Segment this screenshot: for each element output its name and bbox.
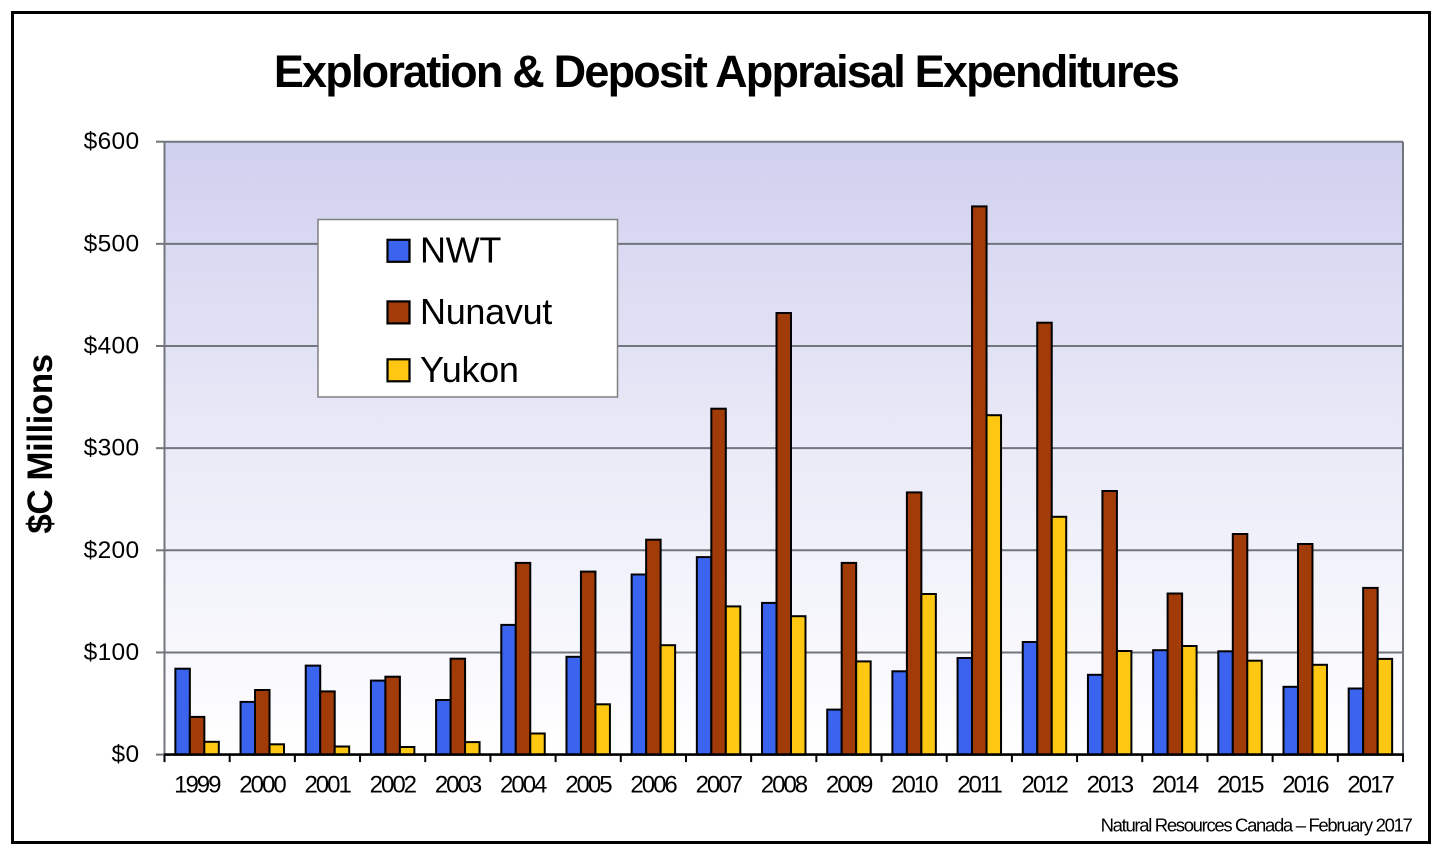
svg-text:$300: $300 [84, 435, 140, 462]
svg-text:Exploration & Deposit Appraisa: Exploration & Deposit Appraisal Expendit… [274, 46, 1179, 97]
svg-text:$0: $0 [112, 741, 140, 768]
svg-text:NWT: NWT [420, 229, 501, 270]
svg-text:$100: $100 [84, 639, 140, 666]
svg-text:$200: $200 [84, 537, 140, 564]
svg-text:Nunavut: Nunavut [420, 291, 552, 332]
svg-text:$500: $500 [84, 230, 140, 257]
svg-text:2007: 2007 [696, 772, 743, 799]
svg-text:2006: 2006 [630, 772, 677, 799]
svg-text:2017: 2017 [1347, 772, 1394, 799]
svg-text:2014: 2014 [1152, 772, 1199, 799]
svg-text:2013: 2013 [1087, 772, 1134, 799]
svg-text:2004: 2004 [500, 772, 547, 799]
svg-text:2008: 2008 [761, 772, 808, 799]
svg-text:$C Millions: $C Millions [21, 354, 60, 533]
svg-text:2005: 2005 [565, 772, 612, 799]
svg-text:2003: 2003 [435, 772, 482, 799]
svg-text:Natural Resources Canada – Feb: Natural Resources Canada – February 2017 [1101, 815, 1413, 836]
svg-text:2012: 2012 [1021, 772, 1068, 799]
svg-text:1999: 1999 [174, 772, 221, 799]
svg-text:2010: 2010 [891, 772, 938, 799]
svg-text:2016: 2016 [1282, 772, 1329, 799]
svg-text:Yukon: Yukon [420, 349, 519, 390]
svg-text:2015: 2015 [1217, 772, 1264, 799]
svg-text:2001: 2001 [304, 772, 351, 799]
svg-text:$400: $400 [84, 333, 140, 360]
svg-text:2000: 2000 [239, 772, 286, 799]
svg-text:2011: 2011 [957, 772, 1002, 799]
svg-text:2009: 2009 [826, 772, 873, 799]
svg-text:2002: 2002 [370, 772, 417, 799]
svg-text:$600: $600 [84, 128, 140, 155]
